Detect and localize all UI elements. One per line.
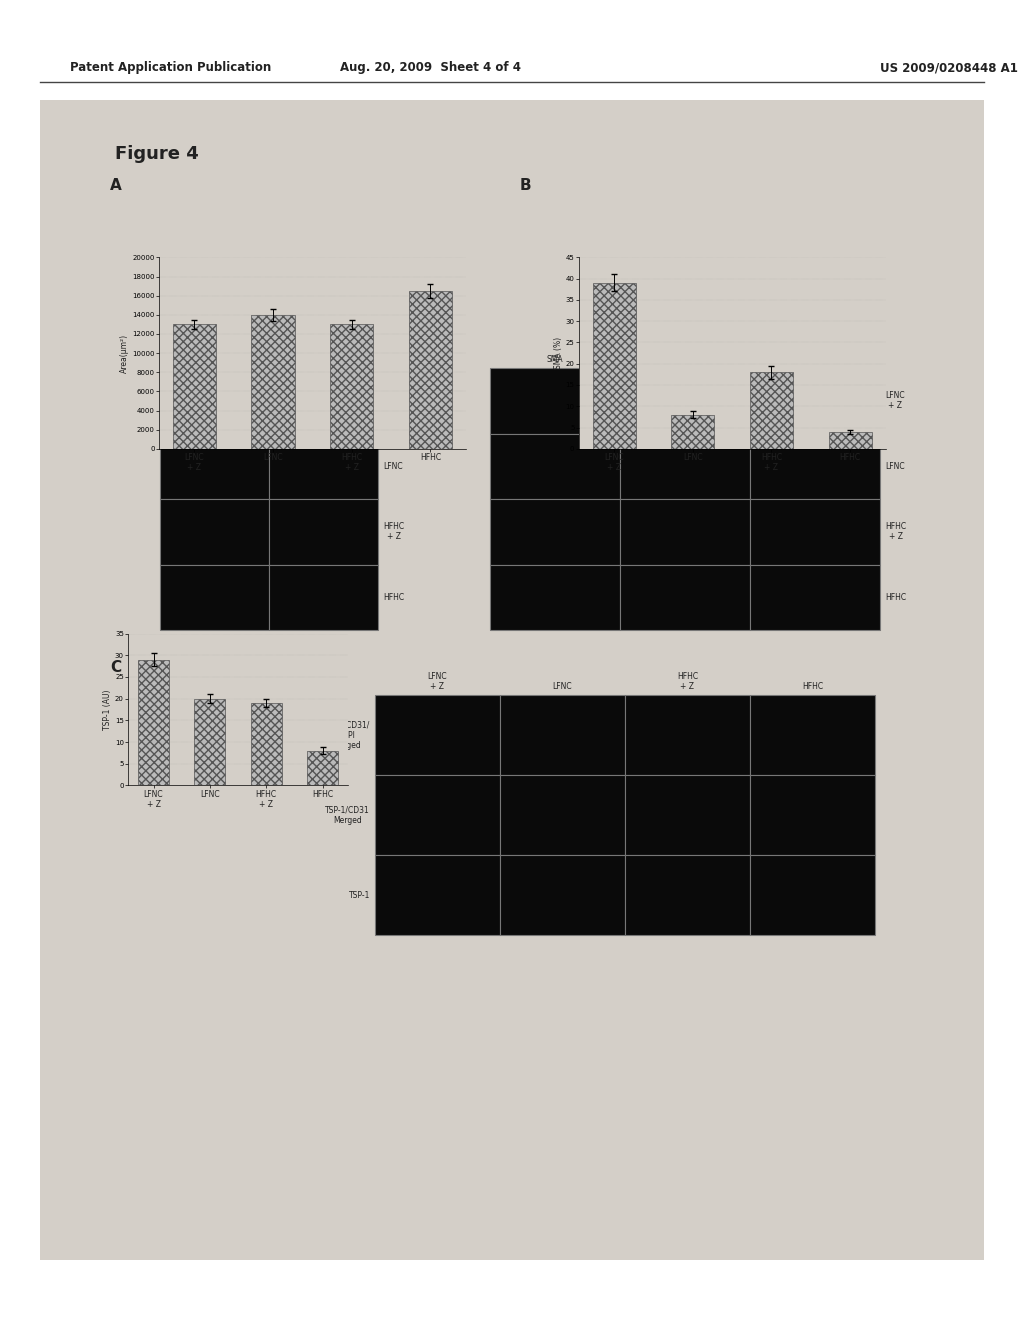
Text: TSP-1: TSP-1 xyxy=(348,891,370,899)
Bar xyxy=(620,499,750,565)
Text: LFNC
+ Z: LFNC + Z xyxy=(885,391,904,411)
Bar xyxy=(269,433,378,499)
Text: SMA/
CD31/DAPI
Merged: SMA/ CD31/DAPI Merged xyxy=(795,334,836,364)
Bar xyxy=(195,698,225,785)
Text: LFNC: LFNC xyxy=(885,462,904,471)
Text: Figure 4: Figure 4 xyxy=(115,145,199,162)
Bar xyxy=(40,100,984,1261)
Bar xyxy=(750,372,794,449)
Text: Fibroblast/
DAPI
Merged: Fibroblast/ DAPI Merged xyxy=(303,334,344,364)
Bar xyxy=(671,414,715,449)
Bar xyxy=(490,433,620,499)
Bar xyxy=(251,704,282,785)
Text: A: A xyxy=(110,178,122,193)
Text: HFHC: HFHC xyxy=(383,593,404,602)
Text: US 2009/0208448 A1: US 2009/0208448 A1 xyxy=(880,62,1018,74)
Bar xyxy=(828,432,871,449)
Text: Fibroblast: Fibroblast xyxy=(196,355,233,364)
Bar xyxy=(409,290,452,449)
Bar xyxy=(160,433,269,499)
Text: Patent Application Publication: Patent Application Publication xyxy=(70,62,271,74)
Bar xyxy=(750,696,874,775)
Bar xyxy=(750,565,880,630)
Y-axis label: TSP-1 (AU): TSP-1 (AU) xyxy=(103,689,112,730)
Bar xyxy=(269,368,378,433)
Y-axis label: SMA (%): SMA (%) xyxy=(554,337,562,370)
Text: LFNC
+ Z: LFNC + Z xyxy=(383,391,402,411)
Bar xyxy=(307,751,338,785)
Bar xyxy=(330,325,374,449)
Bar xyxy=(625,696,750,775)
Bar xyxy=(490,565,620,630)
Bar xyxy=(750,499,880,565)
Bar xyxy=(620,368,750,433)
Bar xyxy=(625,855,750,935)
Bar xyxy=(500,855,625,935)
Text: C: C xyxy=(110,660,121,675)
Bar xyxy=(375,696,500,775)
Bar xyxy=(269,565,378,630)
Bar xyxy=(251,314,295,449)
Bar xyxy=(160,499,269,565)
Bar xyxy=(620,565,750,630)
Text: HFHC: HFHC xyxy=(885,593,906,602)
Bar xyxy=(490,499,620,565)
Bar xyxy=(625,775,750,855)
Text: HFHC
+ Z: HFHC + Z xyxy=(885,521,906,541)
Text: TSP-1/CD31
Merged: TSP-1/CD31 Merged xyxy=(326,805,370,825)
Bar xyxy=(138,660,169,785)
Bar xyxy=(375,775,500,855)
Text: Aug. 20, 2009  Sheet 4 of 4: Aug. 20, 2009 Sheet 4 of 4 xyxy=(340,62,520,74)
Text: SMA: SMA xyxy=(547,355,563,364)
Bar xyxy=(750,433,880,499)
Text: LFNC: LFNC xyxy=(383,462,402,471)
Bar xyxy=(500,696,625,775)
Text: HFHC
+ Z: HFHC + Z xyxy=(383,521,404,541)
Bar xyxy=(160,565,269,630)
Text: TSP-1/CD31/
DAPI
Merged: TSP-1/CD31/ DAPI Merged xyxy=(323,721,370,750)
Text: CD31: CD31 xyxy=(675,355,695,364)
Text: HFHC
+ Z: HFHC + Z xyxy=(677,672,698,690)
Bar xyxy=(160,368,269,433)
Bar xyxy=(490,368,620,433)
Text: LFNC
+ Z: LFNC + Z xyxy=(428,672,447,690)
Bar xyxy=(269,499,378,565)
Y-axis label: Area(μm²): Area(μm²) xyxy=(120,334,129,372)
Bar xyxy=(173,325,216,449)
Bar xyxy=(593,282,636,449)
Bar xyxy=(620,433,750,499)
Text: B: B xyxy=(520,178,531,193)
Bar xyxy=(750,855,874,935)
Bar xyxy=(375,855,500,935)
Text: LFNC: LFNC xyxy=(553,682,572,690)
Text: HFHC: HFHC xyxy=(802,682,823,690)
Bar xyxy=(500,775,625,855)
Bar xyxy=(750,368,880,433)
Bar xyxy=(750,775,874,855)
